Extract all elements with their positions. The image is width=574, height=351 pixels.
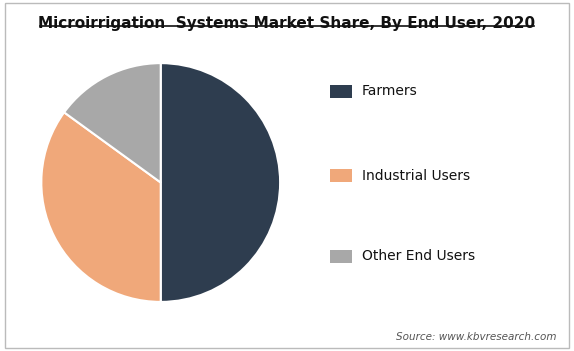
Text: Microirrigation  Systems Market Share, By End User, 2020: Microirrigation Systems Market Share, By… [38, 16, 536, 31]
Text: Source: www.kbvresearch.com: Source: www.kbvresearch.com [396, 332, 557, 342]
Text: Farmers: Farmers [362, 84, 417, 98]
Text: Industrial Users: Industrial Users [362, 168, 470, 183]
Wedge shape [64, 63, 161, 183]
Wedge shape [41, 112, 161, 302]
Text: Other End Users: Other End Users [362, 249, 475, 263]
Wedge shape [161, 63, 280, 302]
